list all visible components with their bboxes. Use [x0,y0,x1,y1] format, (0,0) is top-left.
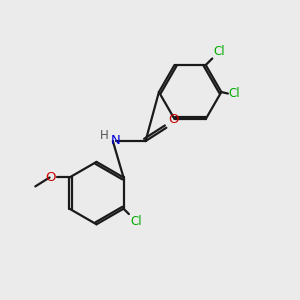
Text: Cl: Cl [229,87,240,100]
Text: Cl: Cl [213,45,225,58]
Text: O: O [45,171,56,184]
Text: O: O [169,113,179,126]
Text: H: H [100,129,109,142]
Text: N: N [110,134,120,147]
Text: Cl: Cl [130,215,142,228]
